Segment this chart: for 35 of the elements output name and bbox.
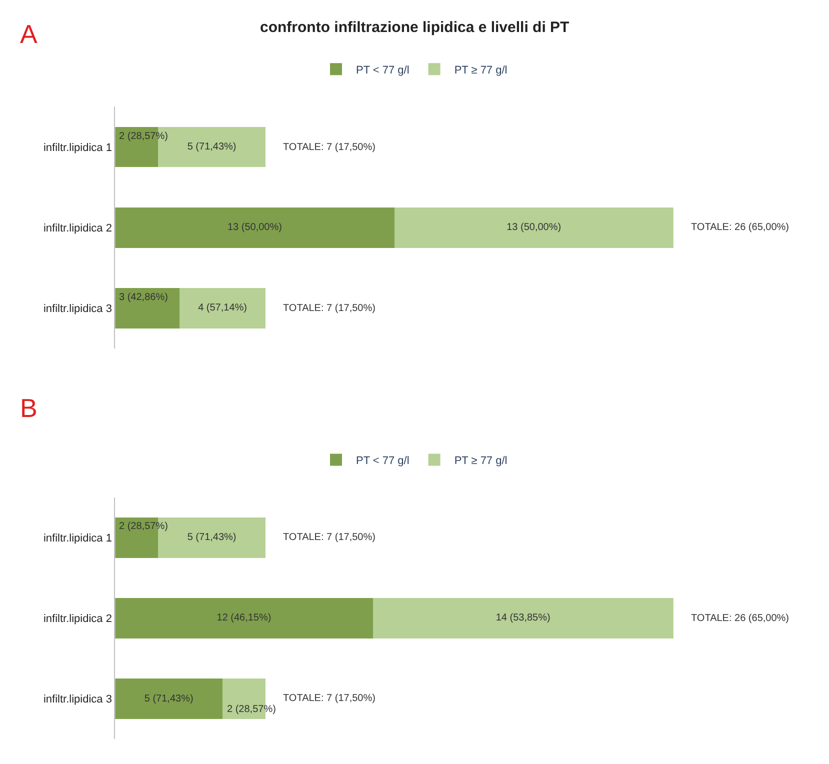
legend-label: PT ≥ 77 g/l [454,64,508,76]
total-label: TOTALE: 26 (65,00%) [691,613,790,624]
y-tick-label: infiltr.lipidica 1 [43,142,112,154]
bar [115,207,394,248]
data-label: 5 (71,43%) [144,693,194,704]
data-label: 3 (42,86%) [119,292,168,303]
text: A [20,19,38,49]
data-label: 5 (71,43%) [187,532,236,544]
data-label: 4 (57,14%) [198,302,247,314]
bar [180,288,266,328]
legend-label: PT < 77 g/l [356,455,410,468]
y-tick-label: infiltr.lipidica 3 [43,694,112,706]
bar [394,207,674,248]
data-label: 13 (50,00%) [506,222,562,234]
y-tick-label: infiltr.lipidica 1 [43,532,112,544]
y-tick-label: infiltr.lipidica 3 [43,303,112,316]
text: B [20,393,38,423]
y-tick-label: infiltr.lipidica 2 [43,613,112,626]
total-label: TOTALE: 7 (17,50%) [283,303,376,314]
total-label: TOTALE: 7 (17,50%) [283,693,376,704]
y-tick-label: infiltr.lipidica 2 [43,222,112,234]
data-label: 13 (50,00%) [227,222,282,234]
data-label: 14 (53,85%) [496,612,550,624]
chart-title: confronto infiltrazione lipidica e livelli di PT [260,19,570,36]
total-label: TOTALE: 7 (17,50%) [283,142,376,153]
bar [115,598,373,638]
data-label: 5 (71,43%) [187,142,236,153]
bar [115,288,180,328]
legend-label: PT < 77 g/l [356,64,410,76]
bar [115,678,223,719]
bar [372,598,674,638]
data-label: 12 (46,15%) [216,612,272,624]
total-label: TOTALE: 7 (17,50%) [283,532,376,543]
total-label: TOTALE: 26 (65,00%) [691,222,790,233]
legend-label: PT ≥ 77 g/l [454,455,508,468]
